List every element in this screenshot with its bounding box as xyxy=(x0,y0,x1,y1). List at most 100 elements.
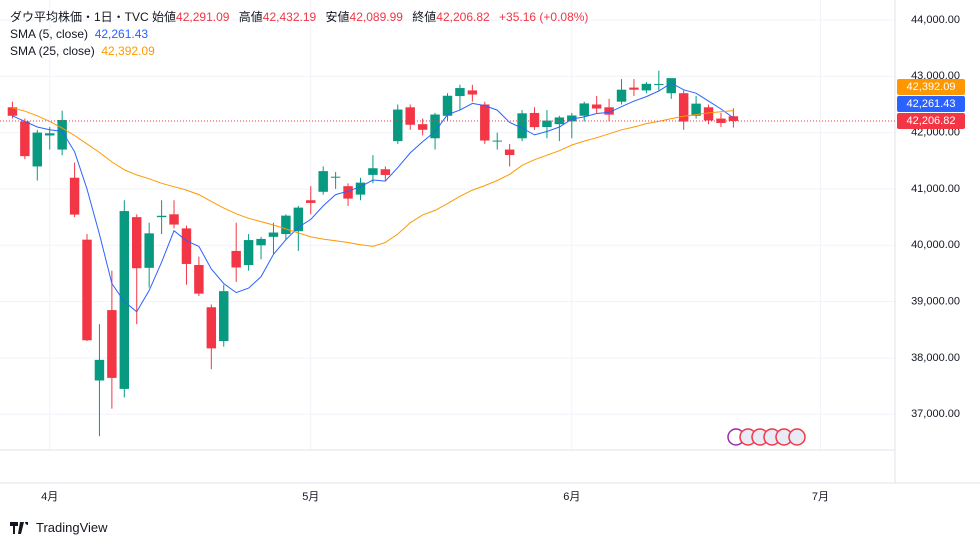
y-tick-label: 40,000.00 xyxy=(911,239,960,251)
legend-entry: SMA (25, close) xyxy=(10,44,95,58)
high-label: 高値 xyxy=(238,10,263,24)
price-tag xyxy=(897,112,965,129)
candle-body xyxy=(703,107,714,121)
brand-name: TradingView xyxy=(36,520,108,535)
candle-body xyxy=(579,103,589,116)
candle xyxy=(132,214,142,325)
candle-body xyxy=(44,133,55,136)
candle xyxy=(219,284,229,347)
candle-body xyxy=(169,214,179,225)
candle-body xyxy=(691,103,701,116)
candle xyxy=(107,270,117,409)
candle xyxy=(318,166,328,195)
candle xyxy=(728,108,739,128)
candle xyxy=(144,222,154,288)
candle xyxy=(616,79,627,105)
candle-body xyxy=(107,310,117,378)
candle-body xyxy=(156,215,167,218)
candle xyxy=(654,70,664,91)
candle xyxy=(393,104,403,144)
candle-body xyxy=(629,87,639,90)
candle xyxy=(343,183,353,206)
candle xyxy=(629,79,639,97)
x-tick-label: 5月 xyxy=(302,491,319,503)
candle-body xyxy=(616,89,627,102)
candle-body xyxy=(243,240,254,266)
candle-body xyxy=(219,291,229,342)
candle xyxy=(69,162,80,218)
candle-body xyxy=(268,232,279,237)
candle-body xyxy=(206,307,217,349)
symbol-title: ダウ平均株価・1日・TVC xyxy=(10,10,149,24)
sma-line xyxy=(12,107,734,247)
candle xyxy=(293,205,304,251)
high-value: 42,432.19 xyxy=(262,10,317,24)
candle-body xyxy=(306,200,316,203)
y-tick-label: 38,000.00 xyxy=(911,352,960,364)
x-tick-label: 7月 xyxy=(812,491,829,503)
candle xyxy=(156,200,167,235)
sma5-row: SMA (5, close) 42,261.43 xyxy=(10,26,594,43)
candle-body xyxy=(82,239,92,341)
candle xyxy=(256,236,266,260)
legend: ダウ平均株価・1日・TVC 始値42,291.09 高値42,432.19 安値… xyxy=(10,9,594,60)
legend-value: 42,392.09 xyxy=(101,44,155,58)
open-label: 始値 xyxy=(152,10,177,24)
candle-body xyxy=(455,88,465,97)
close-label: 終値 xyxy=(412,10,437,24)
candle-body xyxy=(181,228,192,264)
candle xyxy=(368,155,378,184)
price-tag xyxy=(897,95,965,112)
candle-body xyxy=(666,78,676,94)
candle-body xyxy=(57,119,67,150)
candle xyxy=(678,90,689,130)
candle-body xyxy=(281,215,291,235)
candle-body xyxy=(69,177,80,215)
candle-body xyxy=(554,117,565,125)
candle xyxy=(57,110,67,156)
candle xyxy=(417,118,428,136)
candle-body xyxy=(430,114,440,139)
candle xyxy=(455,84,465,111)
candle xyxy=(604,98,614,122)
candle xyxy=(94,324,105,437)
open-value: 42,291.09 xyxy=(176,10,230,24)
candle-body xyxy=(591,104,602,109)
legend-value: 42,261.43 xyxy=(94,27,149,41)
candle-body xyxy=(20,121,30,157)
price-tag-label: 42,392.09 xyxy=(907,81,956,93)
candle-body xyxy=(7,107,18,116)
candle xyxy=(32,129,43,181)
candle xyxy=(554,115,565,142)
candle xyxy=(517,110,527,142)
price-tag-label: 42,261.43 xyxy=(907,98,956,110)
sma25-row: SMA (25, close) 42,392.09 xyxy=(10,43,594,60)
candle-body xyxy=(256,238,266,246)
candle-body xyxy=(231,250,241,268)
candle-body xyxy=(654,83,664,85)
candle xyxy=(330,172,341,189)
candle-body xyxy=(492,140,502,142)
candle xyxy=(579,101,589,122)
event-icons xyxy=(727,428,806,446)
candle-body xyxy=(355,182,366,195)
candle xyxy=(405,104,415,130)
candle xyxy=(231,222,241,282)
candle-body xyxy=(94,359,105,381)
candle xyxy=(194,256,204,296)
candle xyxy=(206,304,217,370)
candle-body xyxy=(343,186,353,199)
candle-body xyxy=(604,107,614,115)
candle-body xyxy=(32,132,43,167)
low-label: 安値 xyxy=(325,10,350,24)
candle-body xyxy=(529,112,540,128)
candle-body xyxy=(330,176,341,178)
candle-body xyxy=(480,104,490,141)
candle xyxy=(243,234,254,271)
candle xyxy=(529,107,540,130)
candle-body xyxy=(678,93,689,122)
candle-body xyxy=(517,113,527,139)
candle xyxy=(169,200,179,229)
candle xyxy=(306,186,316,215)
